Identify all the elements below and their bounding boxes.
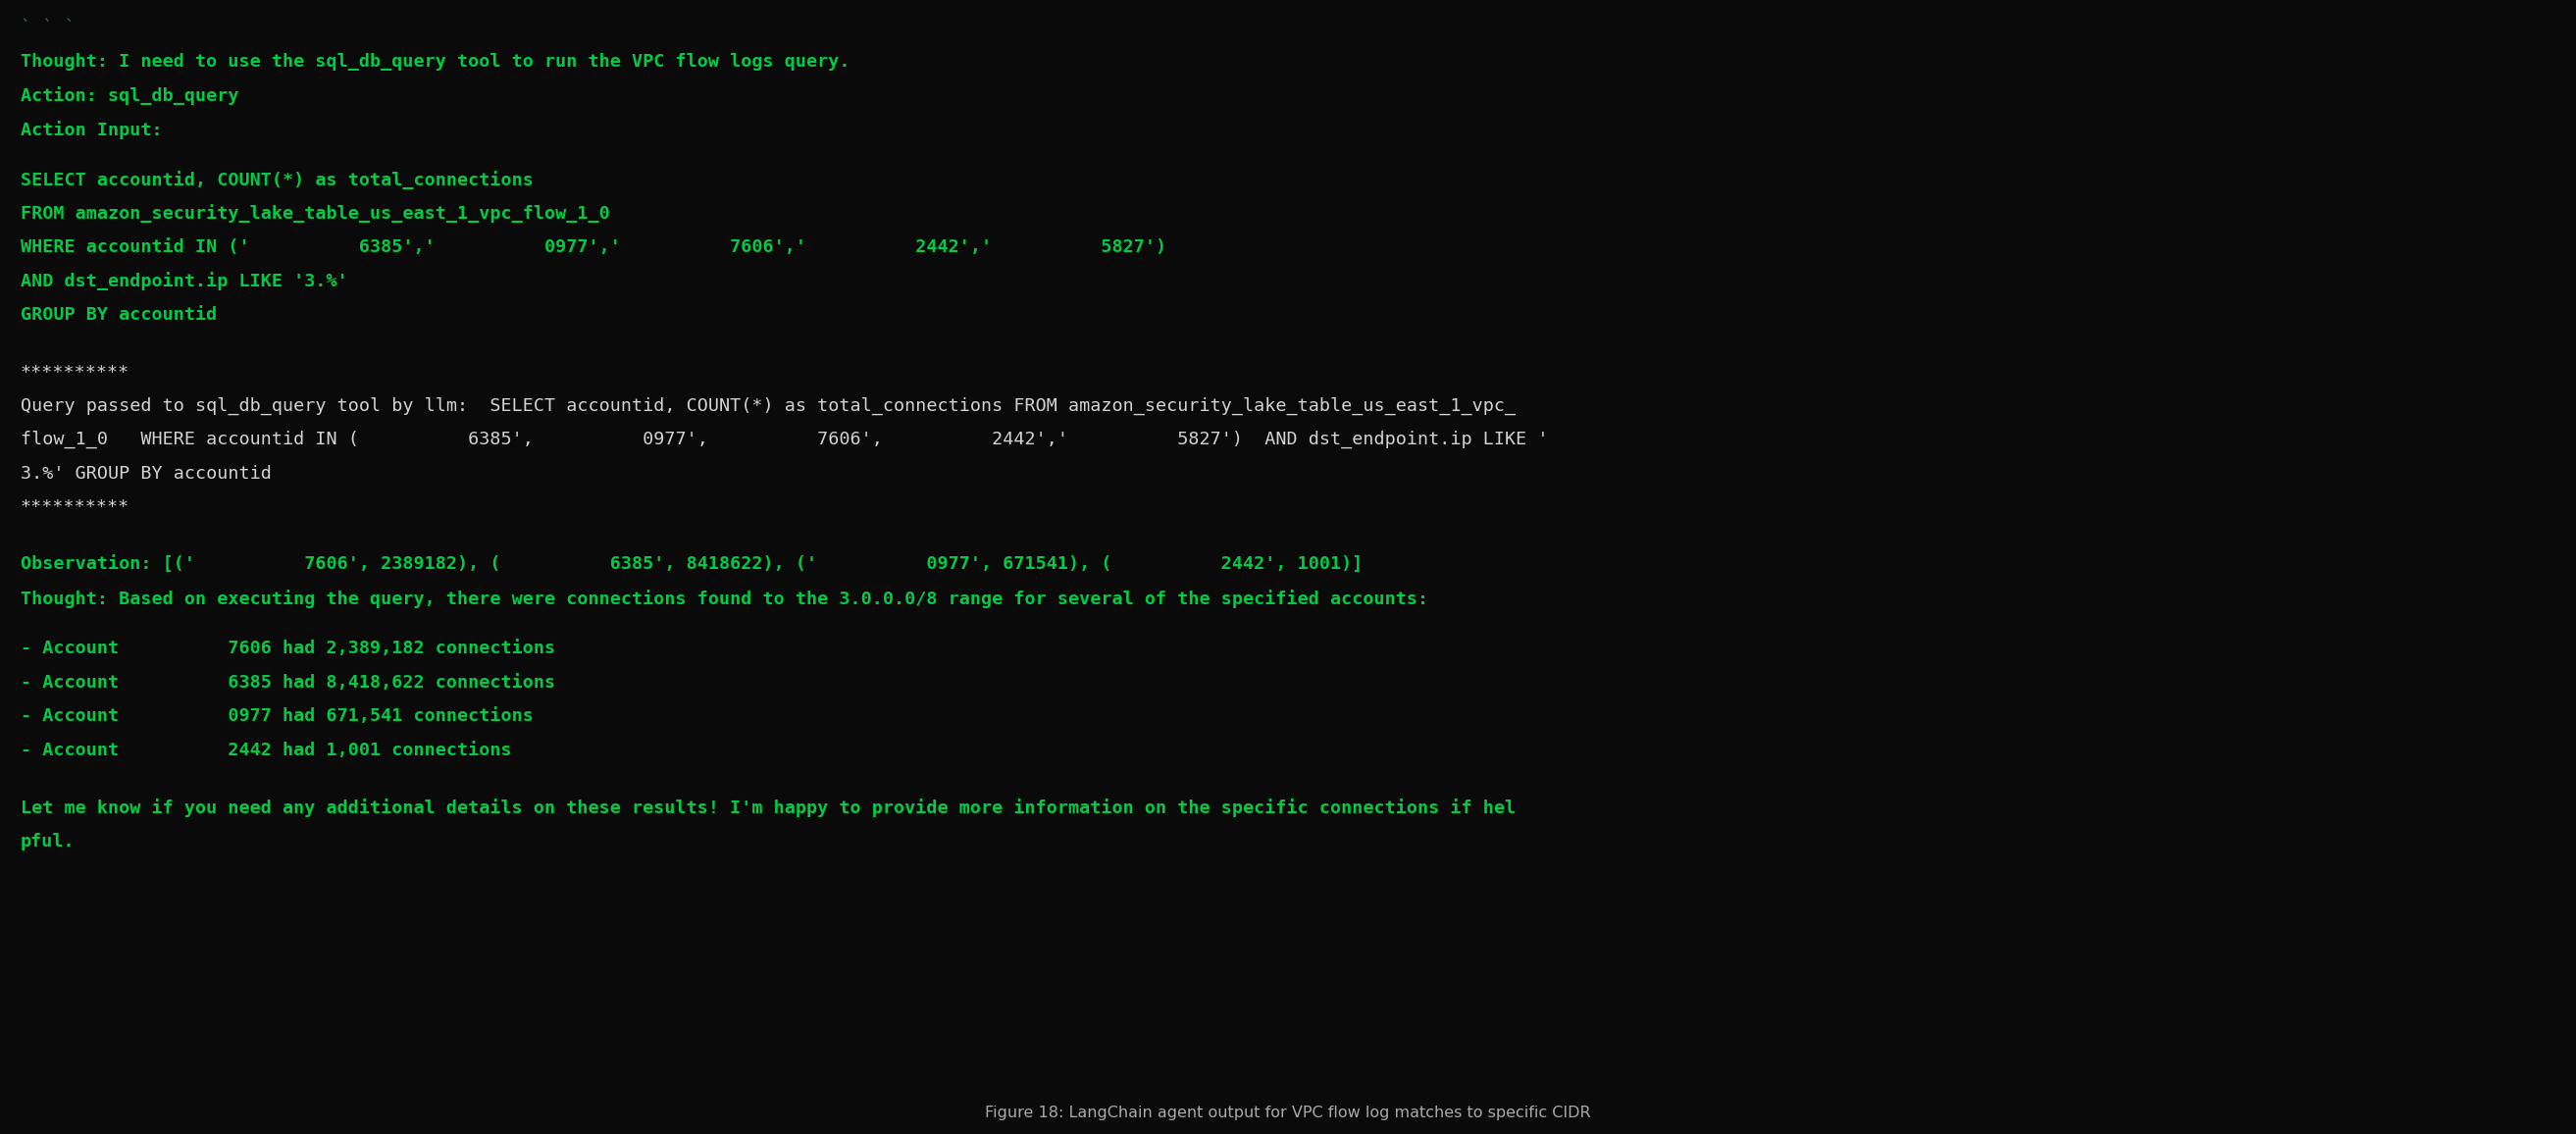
Text: AND dst_endpoint.ip LIKE '3.%': AND dst_endpoint.ip LIKE '3.%' bbox=[21, 271, 348, 290]
Text: **********: ********** bbox=[21, 499, 129, 516]
Text: 3.%' GROUP BY accountid: 3.%' GROUP BY accountid bbox=[21, 465, 270, 482]
Text: - Account          0977 had 671,541 connections: - Account 0977 had 671,541 connections bbox=[21, 708, 533, 725]
Text: flow_1_0   WHERE accountid IN (          6385',          0977',          7606', : flow_1_0 WHERE accountid IN ( 6385', 097… bbox=[21, 431, 1548, 449]
Text: ` ` `: ` ` ` bbox=[21, 18, 75, 36]
Text: - Account          6385 had 8,418,622 connections: - Account 6385 had 8,418,622 connections bbox=[21, 674, 556, 692]
Text: - Account          2442 had 1,001 connections: - Account 2442 had 1,001 connections bbox=[21, 742, 513, 759]
Text: Query passed to sql_db_query tool by llm:  SELECT accountid, COUNT(*) as total_c: Query passed to sql_db_query tool by llm… bbox=[21, 397, 1515, 415]
Text: GROUP BY accountid: GROUP BY accountid bbox=[21, 306, 216, 323]
Text: pful.: pful. bbox=[21, 832, 75, 850]
Text: Let me know if you need any additional details on these results! I'm happy to pr: Let me know if you need any additional d… bbox=[21, 798, 1515, 818]
Text: WHERE accountid IN ('          6385','          0977','          7606','        : WHERE accountid IN (' 6385',' 0977',' 76… bbox=[21, 238, 1167, 256]
Text: Thought: I need to use the sql_db_query tool to run the VPC flow logs query.: Thought: I need to use the sql_db_query … bbox=[21, 53, 850, 71]
Text: **********: ********** bbox=[21, 364, 129, 381]
Text: Observation: [('          7606', 2389182), (          6385', 8418622), ('       : Observation: [(' 7606', 2389182), ( 6385… bbox=[21, 556, 1363, 574]
Text: - Account          7606 had 2,389,182 connections: - Account 7606 had 2,389,182 connections bbox=[21, 640, 556, 658]
Text: FROM amazon_security_lake_table_us_east_1_vpc_flow_1_0: FROM amazon_security_lake_table_us_east_… bbox=[21, 204, 611, 222]
Text: Figure 18: LangChain agent output for VPC flow log matches to specific CIDR: Figure 18: LangChain agent output for VP… bbox=[984, 1106, 1592, 1120]
Text: SELECT accountid, COUNT(*) as total_connections: SELECT accountid, COUNT(*) as total_conn… bbox=[21, 170, 533, 189]
Text: Action Input:: Action Input: bbox=[21, 120, 162, 138]
Text: Thought: Based on executing the query, there were connections found to the 3.0.0: Thought: Based on executing the query, t… bbox=[21, 590, 1430, 608]
Text: Action: sql_db_query: Action: sql_db_query bbox=[21, 86, 240, 105]
